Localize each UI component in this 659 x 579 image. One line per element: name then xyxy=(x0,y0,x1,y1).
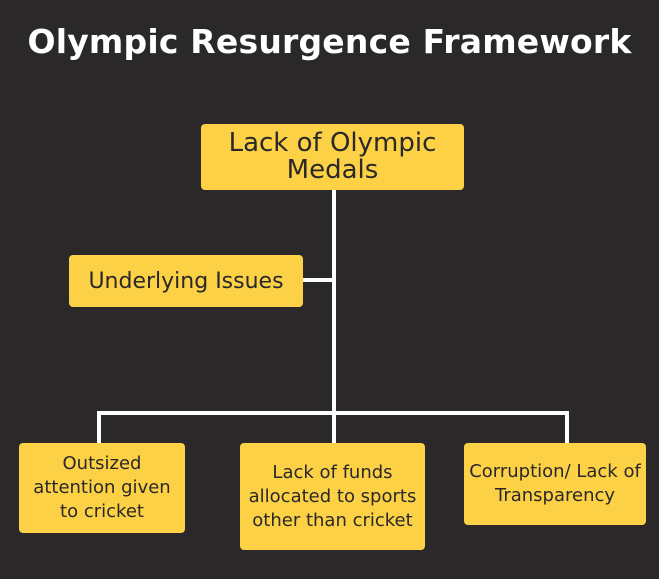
child-node-label: Outsized attention given to cricket xyxy=(33,453,171,522)
underlying-issues-label: Underlying Issues xyxy=(88,268,284,294)
child-node-label: Corruption/ Lack of Transparency xyxy=(469,461,641,506)
child-node-cricket-attention: Outsized attention given to cricket xyxy=(19,443,185,533)
child-node-corruption: Corruption/ Lack of Transparency xyxy=(464,443,646,525)
underlying-issues-node: Underlying Issues xyxy=(69,255,303,307)
child-node-label: Lack of funds allocated to sports other … xyxy=(248,461,417,531)
root-node: Lack of Olympic Medals xyxy=(201,124,464,190)
root-node-label: Lack of Olympic Medals xyxy=(228,128,437,185)
child-node-lack-of-funds: Lack of funds allocated to sports other … xyxy=(240,443,425,550)
diagram-title: Olympic Resurgence Framework xyxy=(27,22,632,61)
